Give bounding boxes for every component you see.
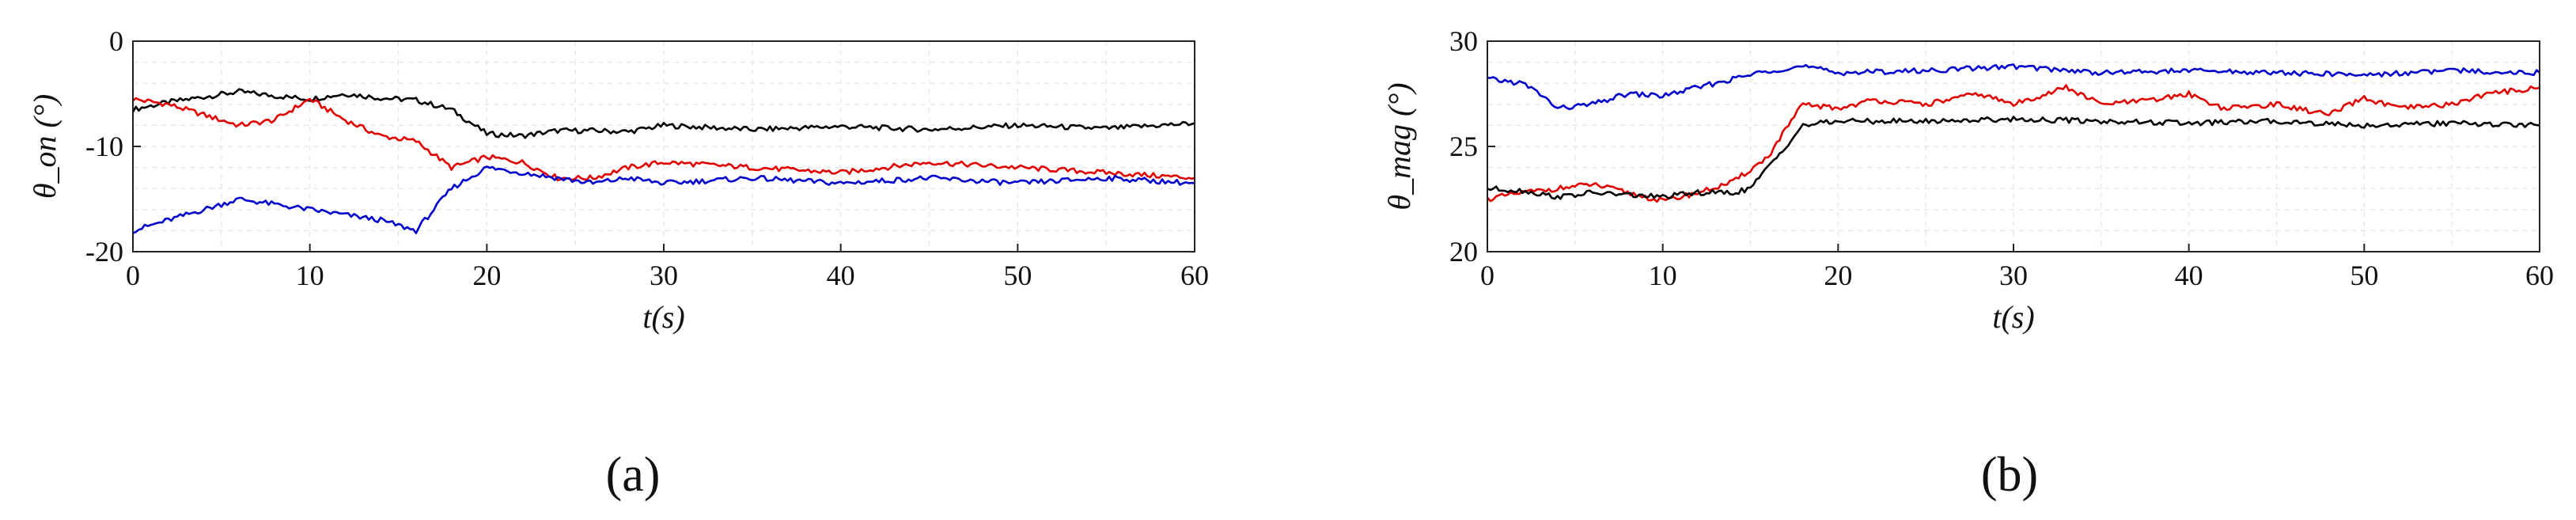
y-tick-label: -20 xyxy=(85,236,123,268)
x-axis-label: t(s) xyxy=(642,299,684,335)
y-tick-label: 20 xyxy=(1449,236,1478,268)
series-line-2 xyxy=(132,165,1195,234)
x-tick-label: 0 xyxy=(126,260,140,291)
y-axis-label: θ_on (°) xyxy=(27,94,63,199)
series-line-2 xyxy=(1487,116,2540,200)
x-axis-label: t(s) xyxy=(1992,299,2034,335)
x-tick-label: 20 xyxy=(1824,260,1852,291)
series-line-0 xyxy=(131,88,1195,139)
series-line-1 xyxy=(1486,84,2540,203)
x-tick-label: 60 xyxy=(2525,260,2554,291)
x-tick-label: 40 xyxy=(827,260,855,291)
x-tick-label: 0 xyxy=(1480,260,1494,291)
x-tick-label: 10 xyxy=(1649,260,1677,291)
panel-label: (a) xyxy=(606,448,661,502)
chart-panel-a: 0 10 20 30 40 50 60 0 -10 -20 t(s) θ_on (°) (a) xyxy=(27,25,1209,502)
y-tick-label: 30 xyxy=(1449,25,1478,57)
series-line-1 xyxy=(132,97,1195,182)
y-tick-label: -10 xyxy=(85,131,123,162)
x-tick-label: 50 xyxy=(2350,260,2378,291)
y-tick-label: 25 xyxy=(1449,131,1478,162)
chart-panel-b: 0 10 20 30 40 50 60 30 25 20 t(s) θ_mag (°) (b) xyxy=(1381,25,2554,502)
x-tick-label: 60 xyxy=(1180,260,1209,291)
y-axis-label: θ_mag (°) xyxy=(1381,82,1417,210)
series-line-0 xyxy=(1487,63,2540,111)
panel-label: (b) xyxy=(1981,448,2038,502)
x-tick-label: 40 xyxy=(2175,260,2203,291)
y-tick-label: 0 xyxy=(109,25,123,57)
x-tick-label: 30 xyxy=(1999,260,2028,291)
x-tick-label: 10 xyxy=(296,260,324,291)
x-tick-label: 30 xyxy=(650,260,678,291)
x-tick-label: 50 xyxy=(1003,260,1032,291)
x-tick-label: 20 xyxy=(472,260,501,291)
